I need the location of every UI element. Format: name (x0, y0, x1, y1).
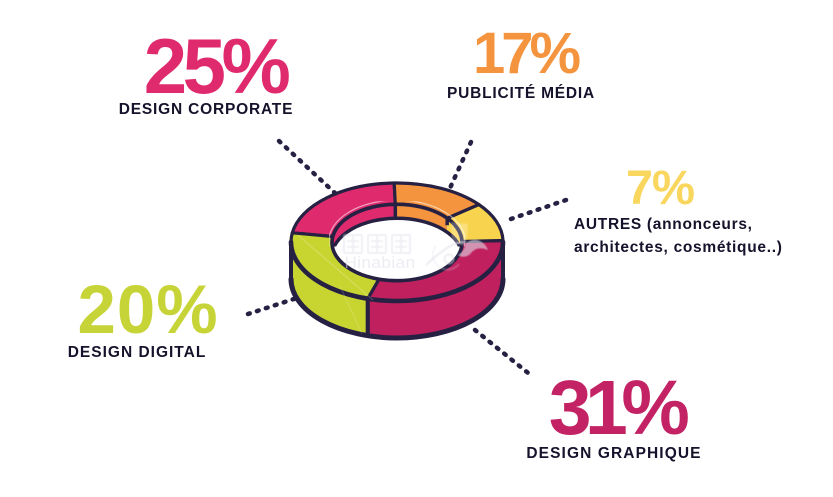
svg-text:Hinabian: Hinabian (344, 253, 415, 272)
